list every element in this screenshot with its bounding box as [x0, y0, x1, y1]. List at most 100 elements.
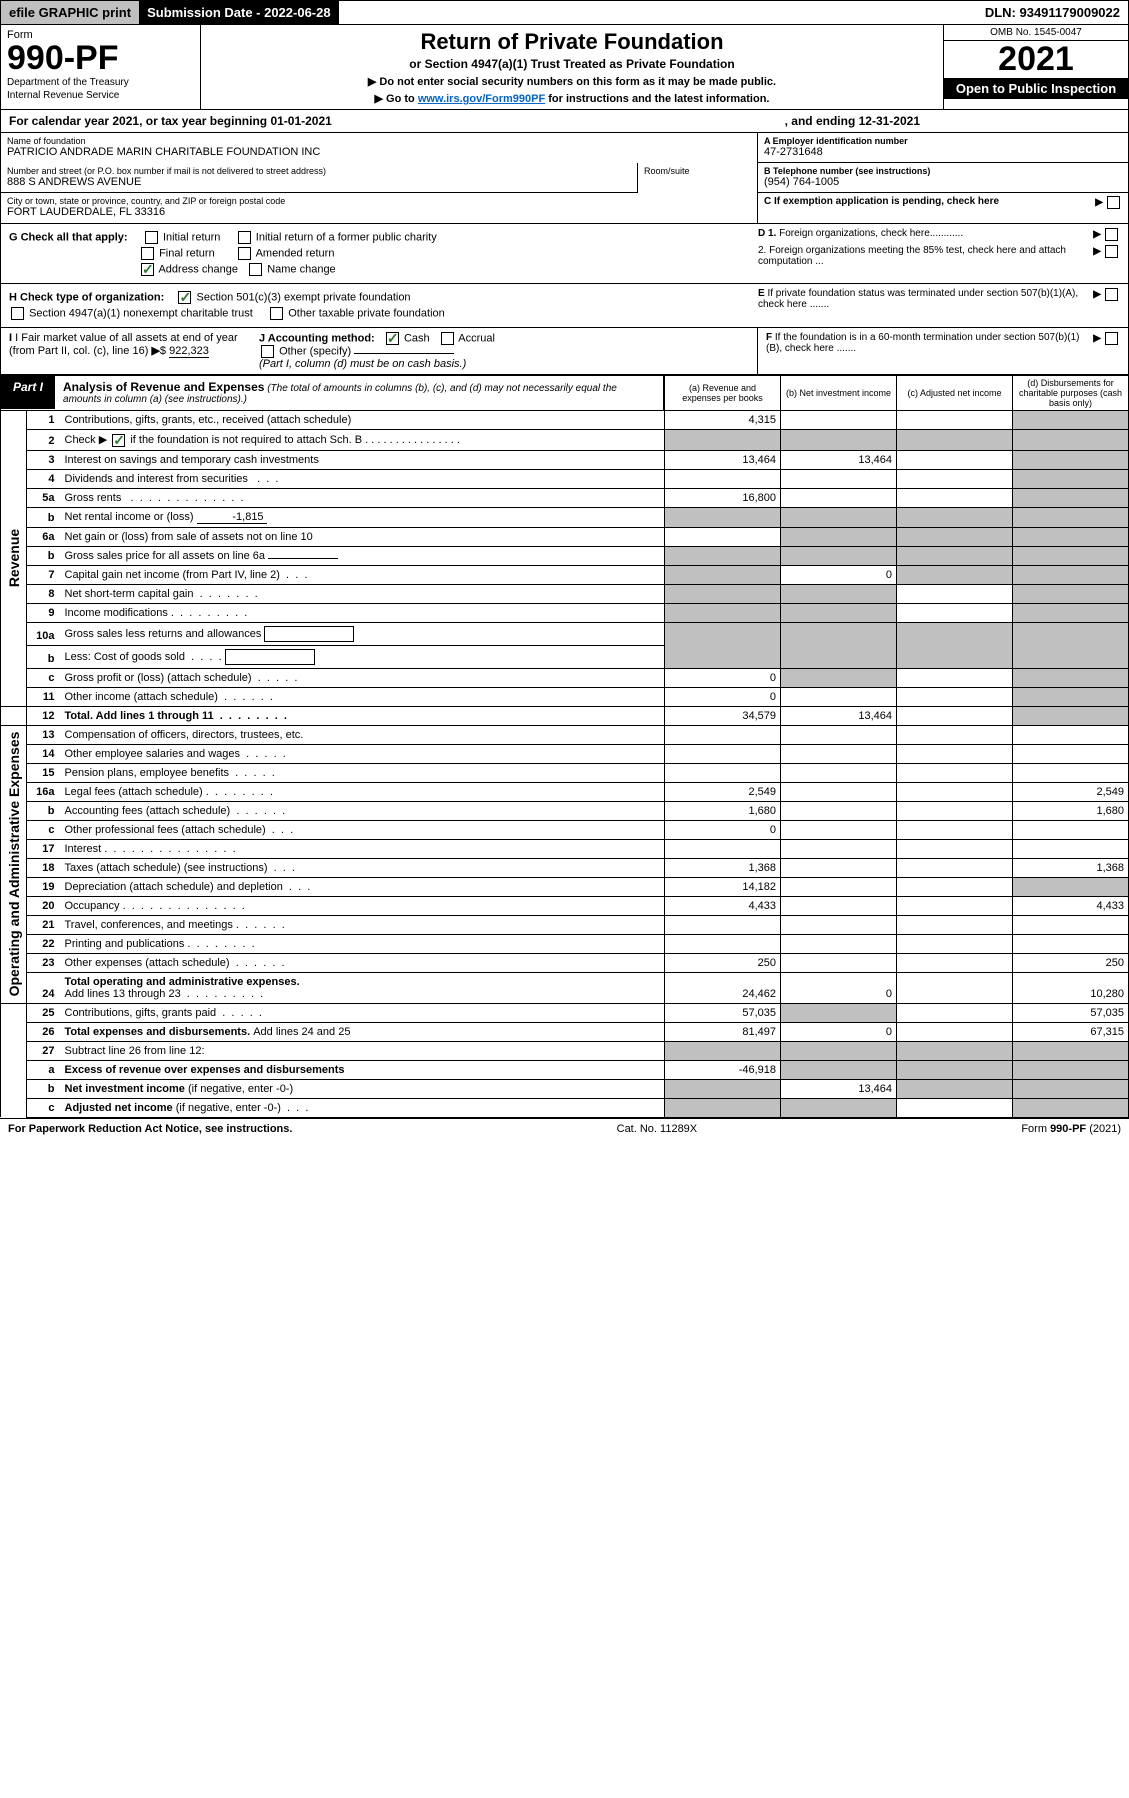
arrow-icon: ▶	[1095, 197, 1103, 208]
table-row: 18 Taxes (attach schedule) (see instruct…	[1, 858, 1129, 877]
line-amt-c	[897, 1060, 1013, 1079]
j-other-label: Other (specify)	[279, 345, 351, 357]
schb-checkbox[interactable]	[112, 434, 125, 447]
line-num: 13	[27, 725, 61, 744]
line-amt-d	[1013, 488, 1129, 507]
line-num: 23	[27, 953, 61, 972]
foundation-name-cell: Name of foundation PATRICIO ANDRADE MARI…	[1, 133, 757, 163]
line-num: 27	[27, 1041, 61, 1060]
line-amt-d	[1013, 706, 1129, 725]
ein-cell: A Employer identification number 47-2731…	[758, 133, 1128, 163]
line-amt-c	[897, 645, 1013, 668]
line-amt-d: 1,368	[1013, 858, 1129, 877]
d1-checkbox[interactable]	[1105, 228, 1118, 241]
e-checkbox[interactable]	[1105, 288, 1118, 301]
submission-date: Submission Date - 2022-06-28	[139, 1, 339, 24]
name-change-checkbox[interactable]	[249, 263, 262, 276]
line-num: 4	[27, 469, 61, 488]
efile-label[interactable]: efile GRAPHIC print	[1, 1, 139, 24]
c-checkbox[interactable]	[1107, 196, 1120, 209]
table-row: a Excess of revenue over expenses and di…	[1, 1060, 1129, 1079]
instr-line1: ▶ Do not enter social security numbers o…	[211, 75, 933, 88]
line-num: 1	[27, 411, 61, 430]
line-amt-b	[781, 687, 897, 706]
line-amt-c	[897, 1098, 1013, 1117]
line-amt-c	[897, 687, 1013, 706]
j-accrual-checkbox[interactable]	[441, 332, 454, 345]
d2-checkbox[interactable]	[1105, 245, 1118, 258]
j-cash-checkbox[interactable]	[386, 332, 399, 345]
line-amt-b	[781, 782, 897, 801]
line-desc: Interest . . . . . . . . . . . . . . .	[61, 839, 665, 858]
f-right: F If the foundation is in a 60-month ter…	[758, 328, 1128, 374]
arrow-icon: ▶	[1093, 333, 1101, 344]
form-ref: Form 990-PF (2021)	[1021, 1123, 1121, 1135]
line-desc: Contributions, gifts, grants, etc., rece…	[61, 411, 665, 430]
phone-label: B Telephone number (see instructions)	[764, 166, 1122, 176]
line-amt-b	[781, 934, 897, 953]
h-4947-label: Section 4947(a)(1) nonexempt charitable …	[29, 307, 253, 319]
d2-label: 2. Foreign organizations meeting the 85%…	[758, 245, 1093, 267]
initial-former-checkbox[interactable]	[238, 231, 251, 244]
inline-box	[264, 626, 354, 642]
table-row: 14 Other employee salaries and wages . .…	[1, 744, 1129, 763]
line-num: b	[27, 546, 61, 565]
j-other-checkbox[interactable]	[261, 345, 274, 358]
line-amt-b	[781, 622, 897, 645]
line-amt-c	[897, 469, 1013, 488]
line-num: 14	[27, 744, 61, 763]
i-value: 922,323	[169, 345, 209, 358]
address-change-label: Address change	[158, 263, 238, 275]
h-left: H Check type of organization: Section 50…	[9, 288, 750, 323]
line-amt-a	[665, 527, 781, 546]
i-block: I I Fair market value of all assets at e…	[9, 332, 239, 370]
table-row: b Net investment income (if negative, en…	[1, 1079, 1129, 1098]
table-row: 21 Travel, conferences, and meetings . .…	[1, 915, 1129, 934]
table-row: 9 Income modifications . . . . . . . . .	[1, 603, 1129, 622]
entity-left: Name of foundation PATRICIO ANDRADE MARI…	[1, 133, 758, 223]
final-return-checkbox[interactable]	[141, 247, 154, 260]
line-amt-d	[1013, 668, 1129, 687]
line-amt-b	[781, 488, 897, 507]
table-row: c Adjusted net income (if negative, ente…	[1, 1098, 1129, 1117]
arrow-icon: ▶	[1093, 289, 1101, 300]
line-desc: Contributions, gifts, grants paid . . . …	[61, 1003, 665, 1022]
line-amt-a	[665, 1079, 781, 1098]
instructions-link[interactable]: www.irs.gov/Form990PF	[418, 93, 545, 105]
amended-return-checkbox[interactable]	[238, 247, 251, 260]
city-cell: City or town, state or province, country…	[1, 193, 757, 223]
h-4947-checkbox[interactable]	[11, 307, 24, 320]
line-amt-d: 10,280	[1013, 972, 1129, 1003]
f-checkbox[interactable]	[1105, 332, 1118, 345]
line-amt-b	[781, 645, 897, 668]
line-amt-a: 0	[665, 687, 781, 706]
line-amt-c	[897, 527, 1013, 546]
line-amt-b	[781, 546, 897, 565]
table-row: 19 Depreciation (attach schedule) and de…	[1, 877, 1129, 896]
h-other-checkbox[interactable]	[270, 307, 283, 320]
line-amt-b	[781, 801, 897, 820]
line-amt-c	[897, 953, 1013, 972]
form-header: Form 990-PF Department of the Treasury I…	[0, 25, 1129, 110]
line-amt-a: 2,549	[665, 782, 781, 801]
d-right: D 1. Foreign organizations, check here..…	[750, 228, 1120, 279]
h-501c3-checkbox[interactable]	[178, 291, 191, 304]
line-amt-c	[897, 706, 1013, 725]
initial-return-checkbox[interactable]	[145, 231, 158, 244]
line-num: 2	[27, 430, 61, 451]
blank-vlabel	[1, 1003, 27, 1117]
entity-right: A Employer identification number 47-2731…	[758, 133, 1128, 223]
line-amt-d: 4,433	[1013, 896, 1129, 915]
calendar-year-begin: For calendar year 2021, or tax year begi…	[9, 114, 332, 128]
final-return-label: Final return	[159, 247, 215, 259]
line-amt-a: 81,497	[665, 1022, 781, 1041]
line-num: c	[27, 668, 61, 687]
line-num: b	[27, 507, 61, 527]
line-amt-a: 14,182	[665, 877, 781, 896]
open-public-label: Open to Public Inspection	[944, 78, 1128, 99]
line-amt-c	[897, 488, 1013, 507]
address-change-checkbox[interactable]	[141, 263, 154, 276]
table-row: b Less: Cost of goods sold . . . .	[1, 645, 1129, 668]
line-amt-b: 13,464	[781, 1079, 897, 1098]
ein-label: A Employer identification number	[764, 136, 1122, 146]
